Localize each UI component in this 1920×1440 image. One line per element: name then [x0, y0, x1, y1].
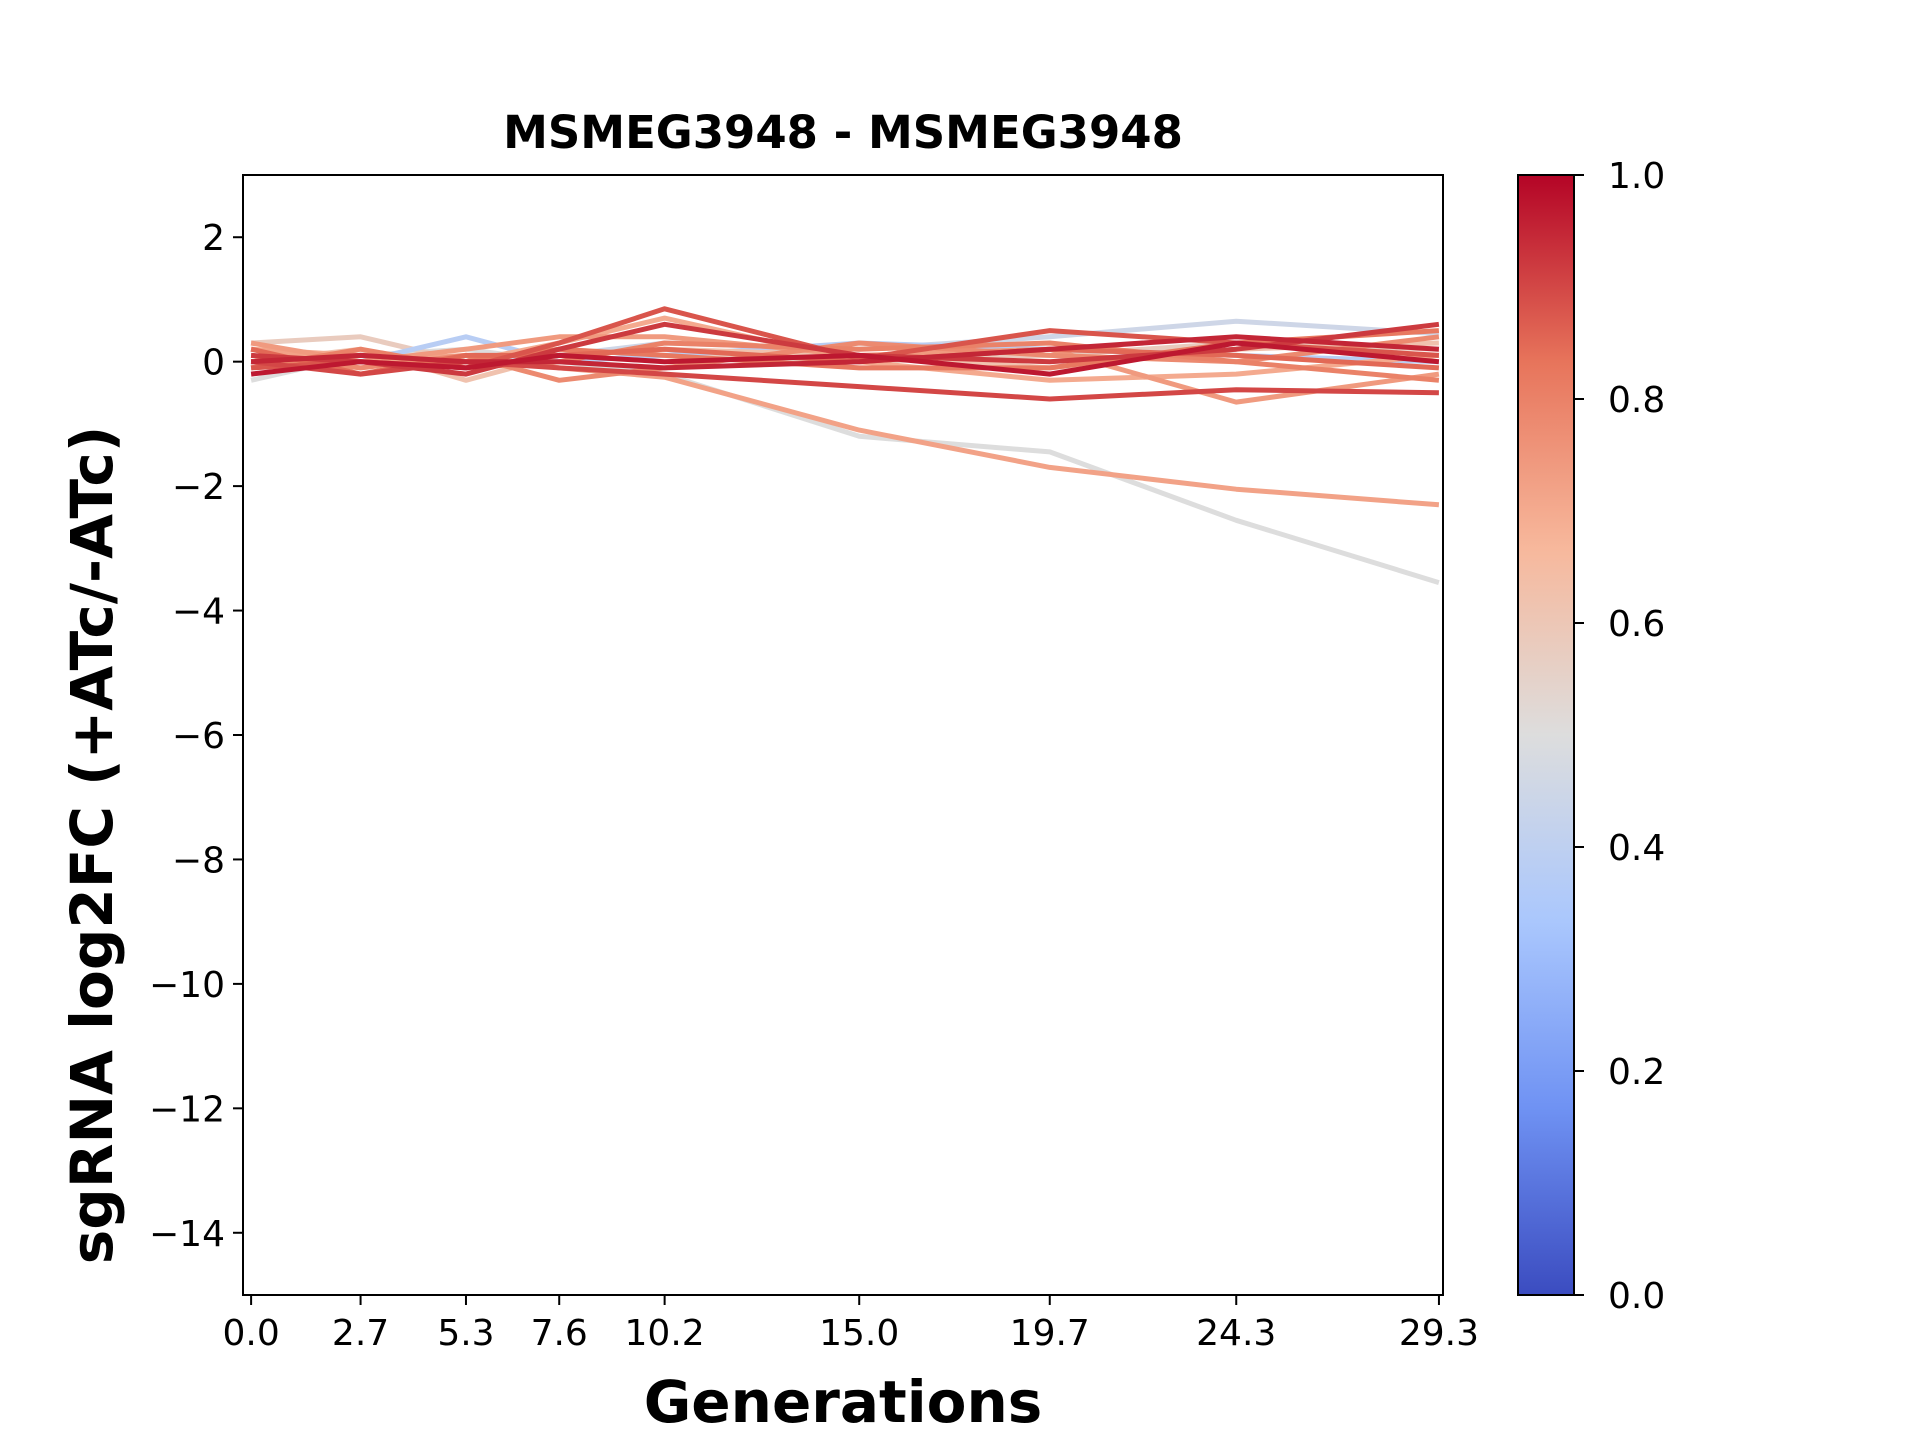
x-tick-label: 24.3 — [1196, 1313, 1276, 1354]
x-tick-label: 29.3 — [1399, 1313, 1479, 1354]
chart-title: MSMEG3948 - MSMEG3948 — [503, 106, 1183, 159]
x-tick-label: 0.0 — [222, 1313, 279, 1354]
y-axis: 2 0 −2 −4 −6 −8 −10 −12 −14 — [149, 218, 243, 1255]
x-tick-label: 10.2 — [625, 1313, 705, 1354]
y-tick-label: −12 — [149, 1089, 225, 1130]
x-tick-label: 15.0 — [819, 1313, 899, 1354]
y-tick-label: 2 — [202, 218, 225, 259]
colorbar-tick-label: 0.8 — [1608, 380, 1665, 421]
plot-lines — [250, 306, 1440, 585]
series-line-16 — [250, 340, 1440, 377]
colorbar — [1517, 174, 1575, 1296]
colorbar-tick-label: 0.4 — [1608, 828, 1665, 869]
x-tick-label: 2.7 — [332, 1313, 389, 1354]
y-tick-label: −8 — [172, 840, 225, 881]
colorbar-axis: 0.0 0.2 0.4 0.6 0.8 1.0 — [1574, 156, 1665, 1317]
series-line-15 — [250, 334, 1440, 371]
colorbar-tick-label: 0.2 — [1608, 1052, 1665, 1093]
x-tick-label: 19.7 — [1010, 1313, 1090, 1354]
series-line-13 — [250, 359, 1439, 402]
x-axis-label: Generations — [644, 1368, 1043, 1436]
y-tick-label: −14 — [149, 1214, 225, 1255]
x-tick-label: 7.6 — [531, 1313, 588, 1354]
colorbar-tick-label: 0.0 — [1608, 1276, 1665, 1317]
y-tick-label: −10 — [149, 965, 225, 1006]
y-axis-label: sgRNA log2FC (+ATc/-ATc) — [58, 426, 126, 1264]
x-tick-label: 5.3 — [437, 1313, 494, 1354]
y-tick-label: −4 — [172, 592, 225, 633]
y-tick-label: −2 — [172, 467, 225, 508]
colorbar-tick-label: 1.0 — [1608, 156, 1665, 197]
y-tick-label: −6 — [172, 716, 225, 757]
colorbar-tick-label: 0.6 — [1608, 604, 1665, 645]
y-tick-label: 0 — [202, 343, 225, 384]
x-axis: 0.0 2.7 5.3 7.6 10.2 15.0 19.7 24.3 29.3 — [222, 1295, 1479, 1354]
